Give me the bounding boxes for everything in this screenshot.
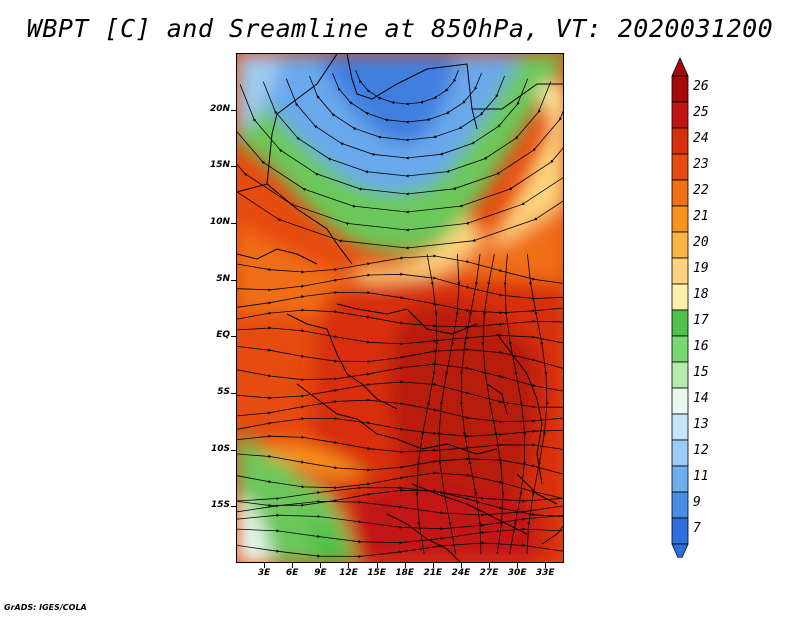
y-tick-label: EQ (216, 330, 230, 341)
colorbar-swatch (671, 231, 689, 259)
y-tick-mark (231, 279, 236, 281)
colorbar-swatch (671, 205, 689, 233)
streamline (237, 541, 563, 559)
colorbar-swatch (671, 257, 689, 285)
y-tick-mark (231, 166, 236, 168)
colorbar-swatch (671, 127, 689, 155)
streamline (237, 513, 563, 531)
colorbar-label: 13 (693, 417, 709, 432)
colorbar-label: 25 (693, 105, 709, 120)
y-tick-label: 5S (217, 387, 230, 397)
y-tick-mark (231, 449, 236, 451)
x-tick-label: 18E (395, 568, 415, 578)
colorbar-swatch (671, 387, 689, 415)
colorbar-label: 12 (693, 443, 709, 458)
colorbar-label: 22 (693, 183, 709, 198)
wbpt-field-map (237, 54, 563, 562)
colorbar-swatch (671, 361, 689, 389)
y-tick-mark (231, 109, 236, 111)
colorbar-swatch (671, 335, 689, 363)
x-tick-mark (545, 563, 547, 568)
colorbar-label: 23 (693, 157, 709, 172)
x-tick-label: 6E (286, 568, 299, 578)
x-tick-mark (489, 563, 491, 568)
colorbar-label: 26 (693, 79, 709, 94)
x-tick-label: 12E (339, 568, 358, 578)
x-tick-label: 3E (257, 568, 271, 578)
x-tick-mark (404, 563, 406, 568)
x-tick-label: 21E (423, 568, 443, 578)
colorbar-swatch (671, 153, 689, 181)
x-tick-label: 15E (367, 568, 386, 578)
colorbar-label: 19 (693, 261, 709, 276)
x-tick-label: 24E (451, 568, 471, 578)
colorbar-label: 17 (693, 313, 709, 328)
colorbar-label: 15 (693, 365, 709, 380)
x-tick-mark (292, 563, 294, 568)
x-tick-mark (432, 563, 434, 568)
colorbar-top-arrow (671, 58, 689, 77)
colorbar-label: 18 (693, 287, 709, 302)
colorbar-label: 16 (693, 339, 709, 354)
x-tick-label: 33E (535, 568, 555, 578)
colorbar-label: 24 (693, 131, 709, 146)
country-borders (237, 54, 563, 562)
colorbar-bottom-arrow (671, 543, 689, 558)
x-tick-mark (460, 563, 462, 568)
colorbar-label: 14 (693, 391, 709, 406)
colorbar-swatch (671, 75, 689, 103)
colorbar-swatch (671, 101, 689, 129)
x-tick-mark (348, 563, 350, 568)
x-tick-label: 30E (507, 568, 527, 578)
x-tick-mark (264, 563, 266, 568)
colorbar (671, 58, 689, 558)
y-tick-label: 15S (210, 500, 230, 511)
colorbar-swatch (671, 465, 689, 493)
y-tick-label: 10S (210, 443, 230, 454)
streamline (526, 253, 549, 555)
y-tick-mark (231, 336, 236, 338)
x-tick-mark (320, 563, 322, 568)
x-tick-label: 27E (479, 568, 499, 578)
colorbar-swatch (671, 283, 689, 311)
footer-credit: GrADS: IGES/COLA (4, 603, 87, 612)
y-tick-label: 10N (209, 217, 230, 227)
colorbar-swatch (671, 179, 689, 207)
streamlines (237, 70, 563, 559)
colorbar-label: 21 (693, 209, 709, 224)
streamline (237, 140, 563, 250)
colorbar-swatch (671, 413, 689, 441)
chart-title: WBPT [C] and Sreamline at 850hPa, VT: 20… (26, 14, 774, 43)
colorbar-swatch (671, 439, 689, 467)
x-tick-mark (517, 563, 519, 568)
colorbar-label: 20 (693, 235, 709, 250)
colorbar-swatch (671, 309, 689, 337)
map-plot-area (236, 53, 564, 563)
colorbar-swatch (671, 517, 689, 545)
x-tick-mark (376, 563, 378, 568)
streamline (237, 499, 563, 517)
y-tick-label: 15N (209, 160, 230, 171)
x-tick-label: 9E (314, 568, 327, 578)
y-tick-mark (231, 223, 236, 224)
colorbar-label: 11 (693, 469, 709, 484)
y-tick-mark (231, 393, 236, 394)
colorbar-label: 7 (693, 521, 701, 536)
y-tick-mark (231, 506, 236, 508)
colorbar-swatch (671, 491, 689, 519)
colorbar-label: 9 (693, 495, 701, 510)
y-tick-label: 5N (216, 273, 230, 284)
y-tick-label: 20N (209, 103, 230, 114)
